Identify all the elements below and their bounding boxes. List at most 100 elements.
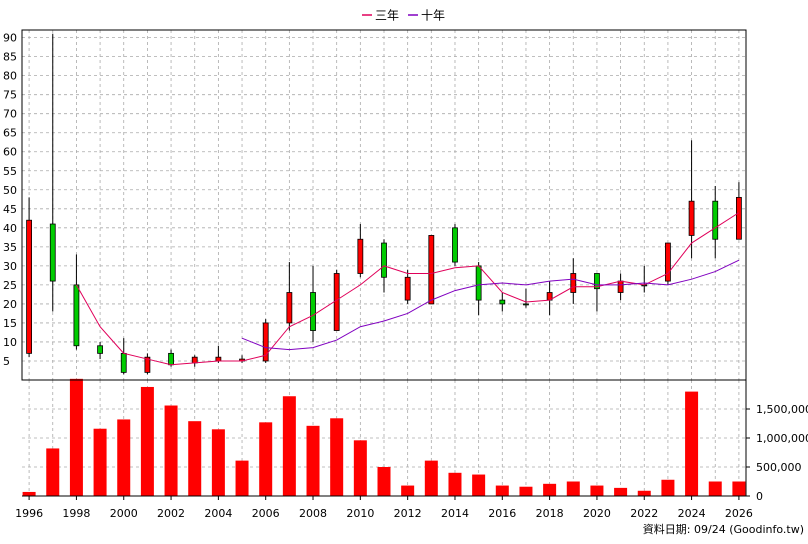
price-tick-label: 10 <box>3 336 17 349</box>
volume-bar <box>566 481 580 496</box>
volume-bar <box>282 396 296 496</box>
volume-bar <box>140 386 154 496</box>
year-tick-label: 2016 <box>488 507 516 520</box>
year-tick-label: 2020 <box>583 507 611 520</box>
volume-bar <box>519 486 533 496</box>
candle-body <box>144 356 151 373</box>
ma-line-10y <box>241 259 740 351</box>
price-tick-label: 85 <box>3 51 17 64</box>
volume-tick-label: 0 <box>756 490 763 503</box>
candle-body <box>736 196 742 240</box>
candle-body <box>215 356 222 362</box>
price-tick-label: 15 <box>3 317 17 330</box>
year-tick-label: 2000 <box>110 507 138 520</box>
candle-body <box>594 273 600 290</box>
volume-bar <box>22 491 36 496</box>
year-tick-label: 2022 <box>630 507 658 520</box>
price-tick-label: 55 <box>3 165 17 178</box>
year-tick-label: 2014 <box>441 507 469 520</box>
price-tick-label: 20 <box>3 298 17 311</box>
candle-body <box>97 345 103 354</box>
volume-bar <box>306 425 320 496</box>
price-axis-labels: 5 10 15 20 25 30 35 40 45 50 55 60 65 70 75 80 85 90 <box>3 32 17 368</box>
price-tick-label: 70 <box>3 108 17 121</box>
price-plot-border <box>21 29 747 381</box>
price-tick-label: 90 <box>3 32 17 45</box>
candle-body <box>712 200 719 240</box>
ma-line-3y <box>75 212 740 366</box>
candle-body <box>168 352 174 366</box>
year-tick-label: 2002 <box>157 507 185 520</box>
legend-label-10y: 十年 <box>421 9 445 23</box>
year-tick-label: 2010 <box>346 507 374 520</box>
price-tick-label: 45 <box>3 203 17 216</box>
year-tick-label: 2008 <box>299 507 327 520</box>
candle-body <box>452 227 458 263</box>
candle-body <box>191 356 198 364</box>
volume-bar <box>46 448 60 496</box>
year-tick-label: 2012 <box>394 507 422 520</box>
volume-bar <box>661 479 675 496</box>
candle-body <box>475 265 482 301</box>
price-tick-label: 40 <box>3 222 17 235</box>
candle-body <box>570 273 577 293</box>
volume-bar <box>93 428 107 496</box>
year-tick-label: 2026 <box>725 507 753 520</box>
volume-axis-labels: 0 500,000 1,000,000 1,500,000 <box>746 403 808 503</box>
volume-bar <box>188 421 202 496</box>
volume-bar <box>424 460 438 496</box>
year-axis-labels: 1996 1998 2000 2002 2004 2006 2008 2010 2012 2014… <box>15 496 753 520</box>
volume-bar <box>614 487 628 496</box>
volume-bar <box>708 481 722 496</box>
candle-body <box>262 322 269 362</box>
volume-bar <box>637 490 651 496</box>
volume-bar <box>353 440 367 496</box>
volume-bar <box>448 472 462 496</box>
price-tick-label: 30 <box>3 260 17 273</box>
volume-bar <box>590 485 604 496</box>
volume-tick-label: 1,500,000 <box>756 403 808 416</box>
year-tick-label: 2024 <box>678 507 706 520</box>
price-tick-label: 25 <box>3 279 17 292</box>
volume-bar <box>495 485 509 496</box>
volume-bar <box>235 460 249 496</box>
volume-bar <box>117 419 131 496</box>
year-tick-label: 2006 <box>252 507 280 520</box>
candle-body <box>499 299 506 305</box>
price-tick-label: 5 <box>3 355 10 368</box>
volume-tick-label: 1,000,000 <box>756 432 808 445</box>
candle-body <box>286 292 293 324</box>
volume-bar <box>685 391 699 496</box>
price-tick-label: 75 <box>3 89 17 102</box>
price-grid <box>22 30 746 380</box>
candle-body <box>120 352 127 373</box>
legend-label-3y: 三年 <box>375 9 399 23</box>
volume-tick-label: 500,000 <box>756 461 802 474</box>
volume-bar <box>543 483 557 496</box>
volume-bar <box>472 474 486 496</box>
year-tick-label: 2018 <box>536 507 564 520</box>
price-tick-label: 60 <box>3 146 17 159</box>
price-tick-label: 35 <box>3 241 17 254</box>
volume-bars <box>22 378 746 496</box>
volume-bar <box>164 405 178 496</box>
volume-bar <box>732 481 746 496</box>
year-tick-label: 1996 <box>15 507 43 520</box>
year-tick-label: 1998 <box>62 507 90 520</box>
moving-average-lines <box>75 212 740 366</box>
price-tick-label: 65 <box>3 127 17 140</box>
candle-body <box>428 235 435 305</box>
volume-bar <box>211 429 225 496</box>
candle-body <box>73 284 80 347</box>
volume-bar <box>330 418 344 496</box>
footer-source: 資料日期: 09/24 (Goodinfo.tw) <box>643 522 804 536</box>
candle-body <box>357 238 364 274</box>
candle-body <box>49 223 56 282</box>
candle-body <box>688 200 695 236</box>
price-tick-label: 80 <box>3 70 17 83</box>
legend: 三年 十年 <box>362 9 445 23</box>
candle-body <box>617 280 624 293</box>
price-tick-label: 50 <box>3 184 17 197</box>
